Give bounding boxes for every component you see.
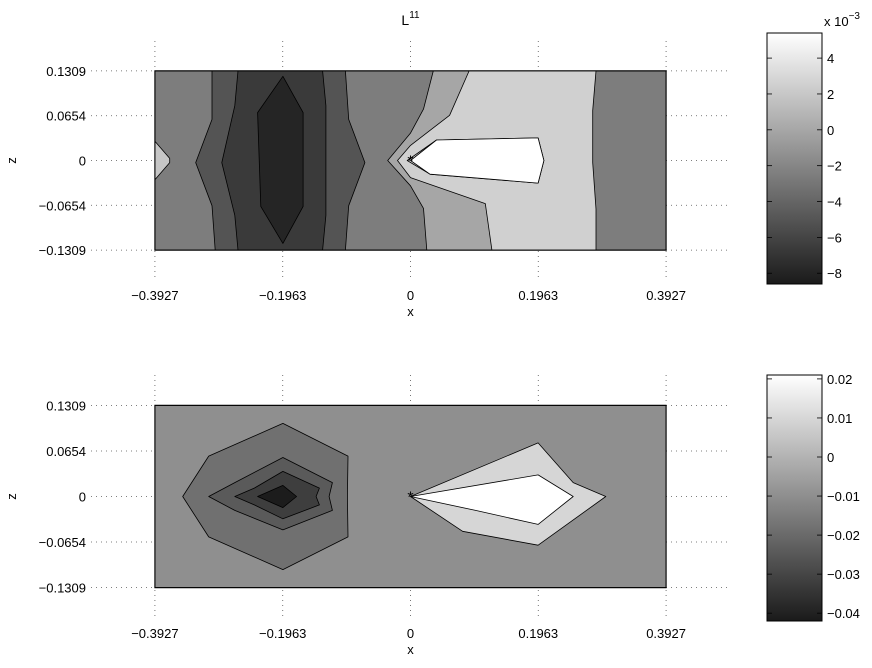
chart-title-superscript: 11 — [409, 10, 420, 21]
colorbar-tick-label: 0.01 — [827, 411, 852, 426]
bottom-contour-plot: * −0.3927 −0.1963 0 0.1963 0.3927 0.1309 0.0654… — [4, 375, 730, 657]
colorbar-tick-label: −0.02 — [827, 528, 860, 543]
bottom-colorbar: 0.02 0.01 0 −0.01 −0.02 −0.03 −0.04 — [766, 372, 860, 622]
y-tick-label: 0.1309 — [46, 64, 86, 79]
colorbar-tick-label: −0.03 — [827, 567, 860, 582]
colorbar-tick-label: 0 — [827, 123, 834, 138]
colorbar-tick-label: −8 — [827, 266, 842, 281]
contour-region — [410, 137, 545, 184]
contour-region — [257, 75, 304, 244]
x-tick-label: 0.1963 — [518, 626, 558, 641]
x-tick-label: 0 — [407, 288, 414, 303]
colorbar-gradient — [766, 374, 823, 622]
contour-extent-border — [154, 404, 667, 589]
x-tick-label: 0 — [407, 626, 414, 641]
x-tick-label: 0.3927 — [646, 288, 686, 303]
y-tick-label: 0.1309 — [46, 398, 86, 413]
colorbar-tick-label: 2 — [827, 87, 834, 102]
top-colorbar: 4 2 0 −2 −4 −6 −8 x 10−3 — [766, 11, 860, 285]
colorbar-tick-label: 0.02 — [827, 372, 852, 387]
colorbar-exponent: −3 — [849, 11, 861, 22]
colorbar-tick-label: 0 — [827, 450, 834, 465]
x-tick-label: 0.3927 — [646, 626, 686, 641]
colorbar-gradient — [766, 32, 823, 285]
x-axis-label: x — [407, 304, 414, 319]
colorbar-tick-label: −0.01 — [827, 489, 860, 504]
contour-region — [257, 484, 298, 509]
colorbar-tick-label: −0.04 — [827, 606, 860, 621]
x-tick-label: 0.1963 — [518, 288, 558, 303]
top-contour-plot: * −0.3927 −0.1963 0 0.1963 0.3927 0.1309 0.0654… — [4, 10, 730, 319]
y-tick-label: 0.0654 — [46, 109, 86, 124]
x-tick-label: −0.1963 — [259, 626, 306, 641]
colorbar-tick-label: 4 — [827, 51, 834, 66]
x-tick-label: −0.3927 — [131, 288, 178, 303]
y-axis-label: z — [4, 493, 19, 500]
y-tick-label: −0.1309 — [39, 243, 86, 258]
y-tick-label: 0 — [79, 490, 86, 505]
y-tick-label: 0.0654 — [46, 444, 86, 459]
chart-title: L11 — [401, 10, 420, 28]
x-tick-label: −0.1963 — [259, 288, 306, 303]
colorbar-tick-label: −4 — [827, 195, 842, 210]
y-tick-label: −0.1309 — [39, 581, 86, 596]
colorbar-tick-label: −6 — [827, 230, 842, 245]
y-tick-label: −0.0654 — [39, 535, 86, 550]
colorbar-multiplier: x 10−3 — [824, 11, 860, 29]
star-marker: * — [407, 490, 413, 507]
contour-extent-border — [154, 70, 667, 251]
star-marker: * — [407, 154, 413, 171]
y-tick-label: 0 — [79, 154, 86, 169]
contour-region — [410, 474, 574, 525]
y-axis-label: z — [4, 157, 19, 164]
colorbar-tick-label: −2 — [827, 159, 842, 174]
x-axis-label: x — [407, 642, 414, 657]
y-tick-label: −0.0654 — [39, 198, 86, 213]
x-tick-label: −0.3927 — [131, 626, 178, 641]
